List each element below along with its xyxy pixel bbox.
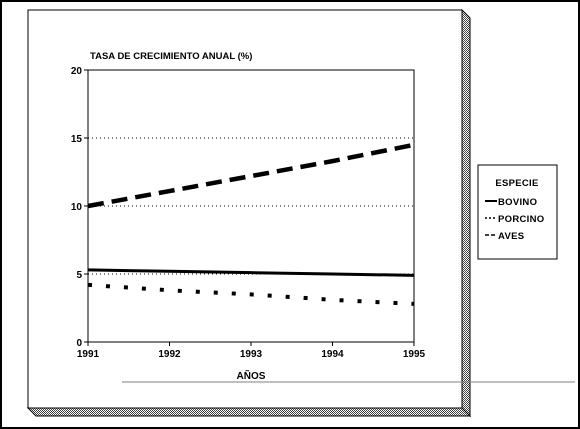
series-lines bbox=[87, 142, 415, 306]
y-tick-label: 10 bbox=[71, 202, 83, 213]
y-axis: 0 5 10 15 20 bbox=[71, 66, 88, 349]
legend-label-aves: AVES bbox=[498, 231, 524, 242]
y-tick-label: 0 bbox=[76, 338, 82, 349]
x-tick-label: 1995 bbox=[403, 349, 426, 360]
y-tick-label: 5 bbox=[76, 270, 82, 281]
series-line-bovino bbox=[87, 268, 415, 277]
legend-title: ESPECIE bbox=[495, 178, 538, 189]
y-tick-label: 20 bbox=[71, 66, 83, 77]
x-tick-label: 1992 bbox=[158, 349, 181, 360]
y-tick-label: 15 bbox=[71, 134, 83, 145]
legend: ESPECIE BOVINO PORCINO AVES bbox=[477, 164, 558, 260]
chart-title: TASA DE CRECIMIENTO ANUAL (%) bbox=[90, 51, 252, 62]
legend-label-porcino: PORCINO bbox=[498, 214, 544, 225]
x-tick-label: 1994 bbox=[321, 349, 344, 360]
x-axis-label: AÑOS bbox=[237, 369, 266, 382]
panel-shadow-right bbox=[461, 8, 471, 418]
series-line-porcino bbox=[87, 282, 415, 306]
series-line-aves bbox=[87, 142, 415, 209]
x-tick-label: 1991 bbox=[77, 349, 100, 360]
legend-label-bovino: BOVINO bbox=[498, 197, 537, 208]
panel-shadow-bottom bbox=[26, 407, 472, 417]
x-tick-label: 1993 bbox=[240, 349, 263, 360]
x-axis: 1991 1992 1993 1994 1995 bbox=[77, 342, 426, 360]
legend-box bbox=[477, 164, 558, 260]
